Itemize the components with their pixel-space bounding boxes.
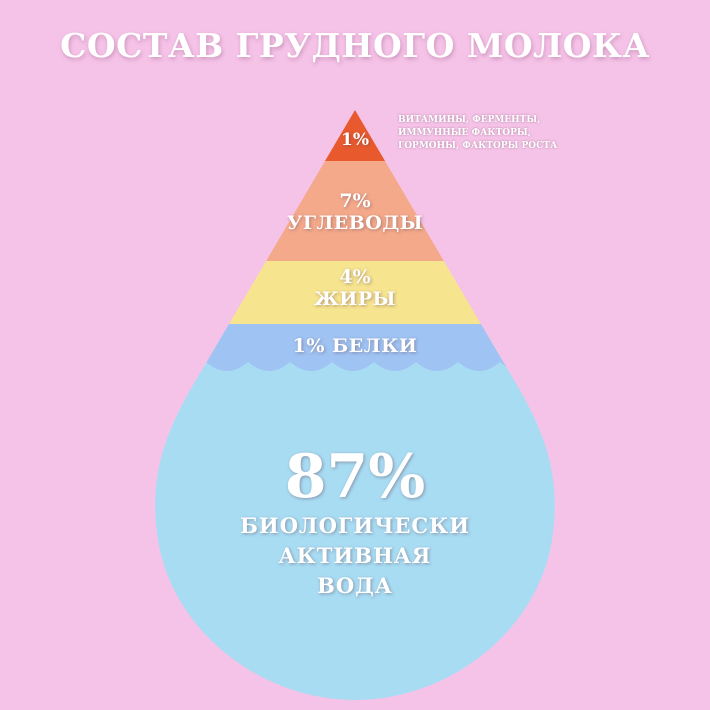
water-name-line: АКТИВНАЯ: [278, 543, 432, 568]
water-name-line: БИОЛОГИЧЕСКИ: [239, 513, 471, 538]
fats-percent: 4%: [339, 266, 371, 288]
carbs-name: УГЛЕВОДЫ: [286, 212, 424, 234]
layer-water: [155, 330, 555, 700]
top-note: ВИТАМИНЫ, ФЕРМЕНТЫ, ИММУННЫЕ ФАКТОРЫ, ГО…: [398, 114, 557, 153]
top-note-line: ГОРМОНЫ, ФАКТОРЫ РОСТА: [398, 141, 558, 151]
fats-name: ЖИРЫ: [314, 288, 396, 310]
water-name-line: ВОДА: [317, 573, 393, 598]
page-title: СОСТАВ ГРУДНОГО МОЛОКА: [60, 26, 650, 65]
water-percent: 87%: [284, 442, 426, 512]
carbs-percent: 7%: [339, 190, 371, 212]
top-note-line: ИММУННЫЕ ФАКТОРЫ,: [398, 128, 531, 138]
top-note-line: ВИТАМИНЫ, ФЕРМЕНТЫ,: [398, 115, 541, 125]
top-percent: 1%: [341, 130, 369, 150]
proteins-label: 1% БЕЛКИ: [292, 335, 418, 357]
